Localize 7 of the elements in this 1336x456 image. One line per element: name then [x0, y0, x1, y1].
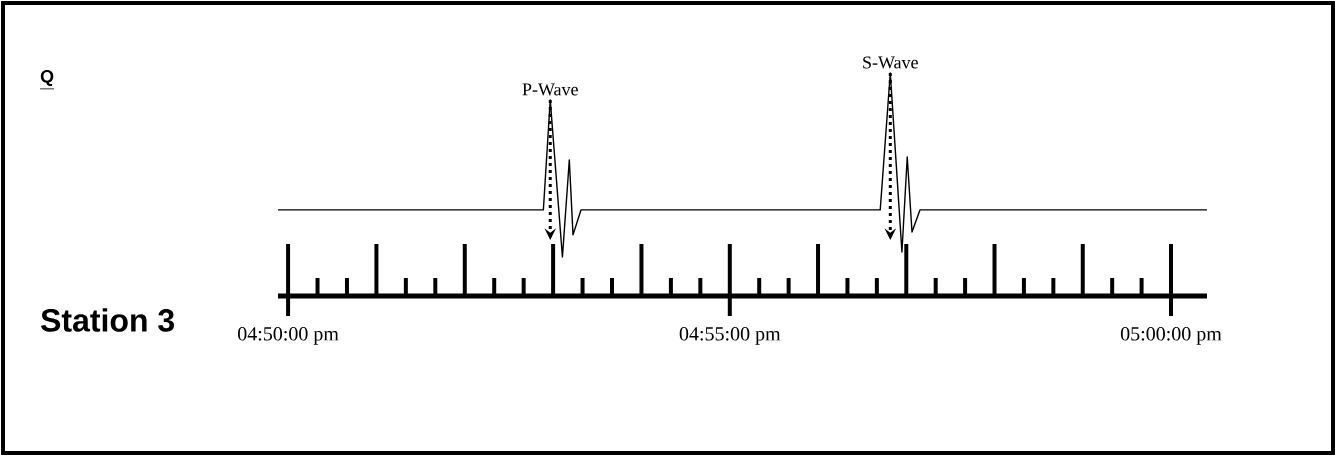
text: Q — [40, 69, 54, 87]
x-tick-label: 04:50:00 pm — [237, 327, 339, 345]
x-tick-label: 05:00:00 pm — [1120, 327, 1222, 345]
x-tick-label: 04:55:00 pm — [679, 327, 781, 345]
annotation: P-Wave — [522, 83, 578, 96]
y-axis-title: Station 3 — [40, 308, 175, 332]
annotation: S-Wave — [863, 56, 918, 69]
